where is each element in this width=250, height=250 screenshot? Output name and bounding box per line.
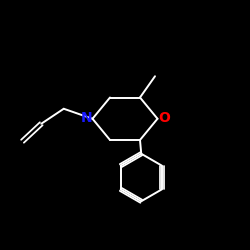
Text: O: O — [158, 111, 170, 125]
Text: N: N — [80, 111, 92, 125]
